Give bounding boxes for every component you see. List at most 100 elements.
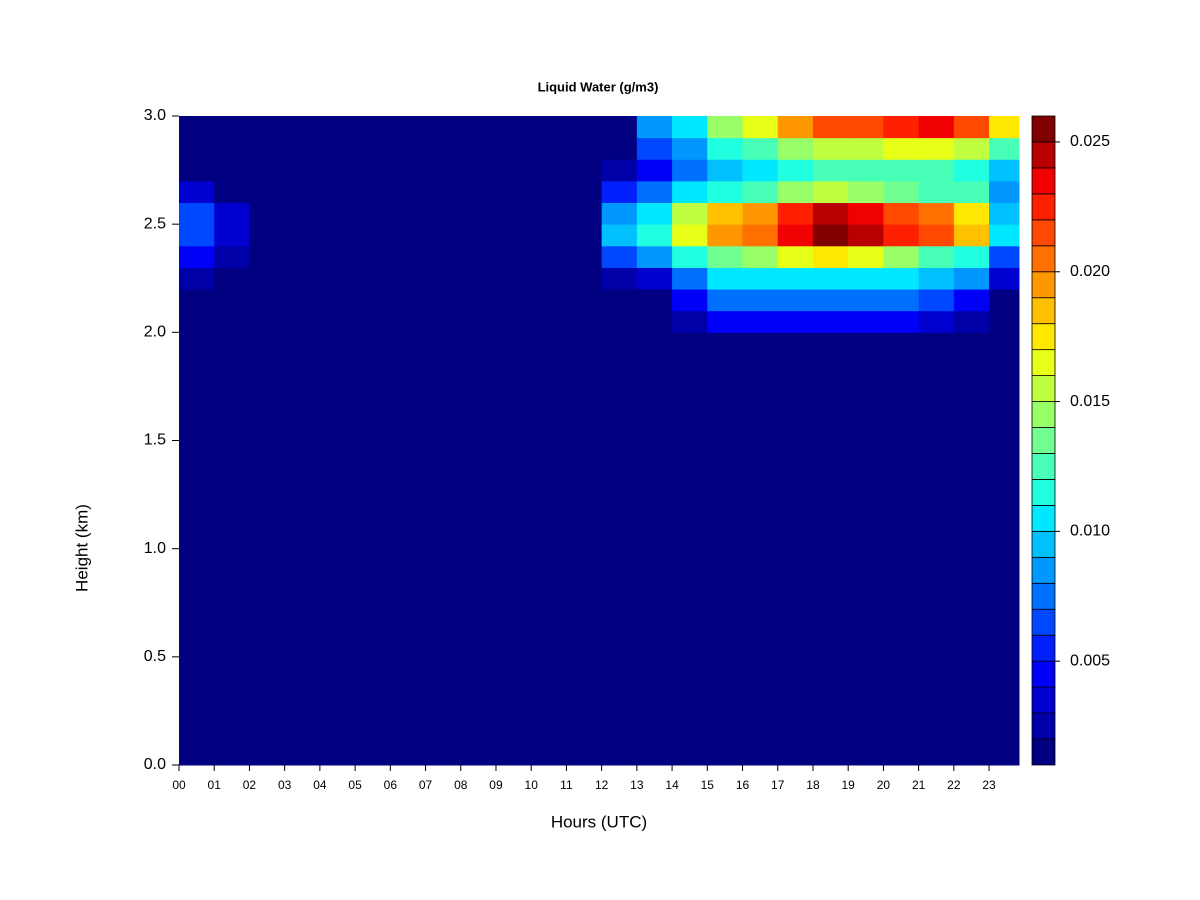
heatmap-cell xyxy=(601,310,638,333)
heatmap-cell xyxy=(777,180,814,204)
heatmap-cell xyxy=(742,245,779,268)
heatmap-cell xyxy=(918,310,955,333)
heatmap-cell xyxy=(989,267,1020,290)
heatmap-cell xyxy=(460,180,497,204)
heatmap-cell xyxy=(214,245,250,268)
heatmap-cell xyxy=(812,289,849,312)
heatmap-cell xyxy=(460,137,497,160)
heatmap-cell xyxy=(425,202,462,225)
heatmap-cell xyxy=(460,116,497,139)
heatmap-cell xyxy=(707,310,744,333)
heatmap-cell xyxy=(742,180,779,204)
heatmap-cell xyxy=(566,116,603,139)
x-tick-label: 13 xyxy=(630,778,644,792)
heatmap-cell xyxy=(531,267,567,290)
heatmap-cell xyxy=(249,310,286,333)
heatmap-cell xyxy=(425,224,462,247)
heatmap-cell xyxy=(812,202,849,225)
heatmap-cell xyxy=(179,116,215,139)
heatmap-cell xyxy=(390,137,427,160)
y-tick-label: 1.5 xyxy=(144,432,166,449)
heatmap-cell xyxy=(390,332,427,766)
heatmap-cell xyxy=(883,289,920,312)
heatmap-cell xyxy=(284,332,321,766)
heatmap-cell xyxy=(848,224,884,247)
heatmap-cell xyxy=(249,137,286,160)
heatmap-cell xyxy=(883,245,920,268)
colorbar-tick-label: 0.005 xyxy=(1070,652,1110,669)
heatmap-cell xyxy=(812,224,849,247)
heatmap-cell xyxy=(918,180,955,204)
heatmap-cell xyxy=(355,202,391,225)
heatmap-cell xyxy=(953,332,990,766)
heatmap-cell xyxy=(707,267,744,290)
heatmap-cell xyxy=(601,332,638,766)
heatmap-cell xyxy=(672,224,708,247)
heatmap-cell xyxy=(672,202,708,225)
colorbar-tick-label: 0.010 xyxy=(1070,523,1110,540)
heatmap-cell xyxy=(601,245,638,268)
heatmap-cell xyxy=(249,289,286,312)
x-tick-label: 02 xyxy=(243,778,257,792)
y-axis-label: Height (km) xyxy=(72,504,91,592)
heatmap-cell xyxy=(566,289,603,312)
heatmap-cell xyxy=(531,116,567,139)
heatmap-cell xyxy=(672,245,708,268)
heatmap-cell xyxy=(179,202,215,225)
heatmap-cell xyxy=(742,332,779,766)
colorbar-band xyxy=(1031,115,1056,143)
colorbar-tick-label: 0.025 xyxy=(1070,133,1110,150)
heatmap-cell xyxy=(742,116,779,139)
heatmap-cell xyxy=(355,116,391,139)
heatmap-cell xyxy=(460,332,497,766)
heatmap-cell xyxy=(284,224,321,247)
x-axis-label: Hours (UTC) xyxy=(551,812,647,831)
heatmap-cell xyxy=(989,180,1020,204)
heatmap-cell xyxy=(672,116,708,139)
heatmap-cell xyxy=(989,116,1020,139)
x-tick-label: 07 xyxy=(419,778,433,792)
heatmap-cell xyxy=(249,332,286,766)
heatmap-cell xyxy=(425,180,462,204)
heatmap-cell xyxy=(953,245,990,268)
x-tick-label: 23 xyxy=(982,778,996,792)
heatmap-cell xyxy=(848,116,884,139)
heatmap-cell xyxy=(566,224,603,247)
heatmap-cell xyxy=(531,289,567,312)
heatmap-cell xyxy=(848,310,884,333)
heatmap-cell xyxy=(179,267,215,290)
heatmap-cell xyxy=(777,332,814,766)
heatmap-cell xyxy=(425,245,462,268)
heatmap-cell xyxy=(601,159,638,182)
colorbar-band xyxy=(1031,608,1056,636)
heatmap-cell xyxy=(989,332,1020,766)
heatmap-cell xyxy=(284,116,321,139)
y-tick-label: 0.5 xyxy=(144,648,166,665)
colorbar-band xyxy=(1031,479,1056,506)
heatmap-cell xyxy=(355,224,391,247)
y-tick-label: 2.0 xyxy=(144,324,166,341)
x-tick-label: 08 xyxy=(454,778,468,792)
heatmap-cell xyxy=(636,289,673,312)
heatmap-cell xyxy=(495,289,532,312)
heatmap-cell xyxy=(460,289,497,312)
x-tick-label: 18 xyxy=(806,778,820,792)
heatmap-cell xyxy=(355,289,391,312)
heatmap-cell xyxy=(672,267,708,290)
x-tick-label: 14 xyxy=(665,778,679,792)
heatmap-cell xyxy=(989,310,1020,333)
heatmap-cell xyxy=(214,116,250,139)
heatmap-cell xyxy=(425,289,462,312)
colorbar-tick-label: 0.015 xyxy=(1070,393,1110,410)
heatmap-cell xyxy=(812,180,849,204)
x-tick-label: 19 xyxy=(842,778,856,792)
heatmap-cell xyxy=(531,137,567,160)
colorbar-band xyxy=(1031,167,1056,195)
heatmap-cell xyxy=(566,159,603,182)
heatmap-cell xyxy=(636,159,673,182)
heatmap-cell xyxy=(249,159,286,182)
heatmap-cell xyxy=(953,267,990,290)
heatmap-cell xyxy=(249,180,286,204)
heatmap-cell xyxy=(812,267,849,290)
